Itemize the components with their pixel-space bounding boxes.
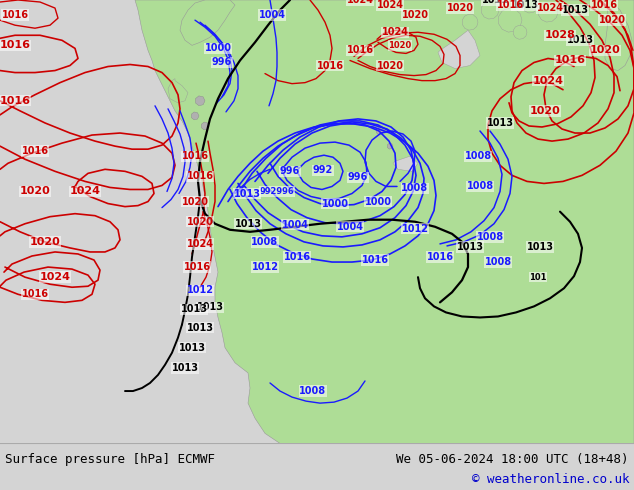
- Text: 1013: 1013: [179, 343, 205, 353]
- Text: 1011: 1011: [481, 0, 508, 5]
- Text: 1016: 1016: [183, 262, 210, 272]
- Polygon shape: [377, 127, 384, 135]
- Text: 1016: 1016: [496, 0, 524, 10]
- Text: 1020: 1020: [598, 15, 626, 25]
- Text: 1024: 1024: [39, 272, 70, 282]
- Text: 1008: 1008: [465, 151, 491, 161]
- Text: Surface pressure [hPa] ECMWF: Surface pressure [hPa] ECMWF: [5, 453, 215, 466]
- Text: 1013: 1013: [186, 322, 214, 333]
- Text: 1020: 1020: [377, 60, 403, 71]
- Text: 1016: 1016: [181, 151, 209, 161]
- Text: 1020: 1020: [529, 106, 560, 116]
- Text: © weatheronline.co.uk: © weatheronline.co.uk: [472, 473, 629, 487]
- Polygon shape: [180, 0, 235, 46]
- Polygon shape: [168, 78, 188, 103]
- Text: 1020: 1020: [186, 217, 214, 227]
- Polygon shape: [202, 122, 209, 130]
- Text: 1000: 1000: [365, 196, 392, 207]
- Text: 1008: 1008: [484, 257, 512, 267]
- Text: 1013: 1013: [233, 189, 261, 198]
- Text: 1020: 1020: [446, 3, 474, 13]
- Point: [0, 486, 5, 490]
- Text: 1013: 1013: [181, 304, 207, 315]
- Text: 1024: 1024: [186, 239, 214, 249]
- Text: 1016: 1016: [1, 10, 29, 20]
- Polygon shape: [135, 0, 634, 443]
- Text: 1013: 1013: [197, 302, 224, 313]
- Text: 1013: 1013: [567, 35, 593, 45]
- Text: 1008: 1008: [299, 386, 327, 396]
- Text: 1013: 1013: [456, 242, 484, 252]
- Text: 1016: 1016: [22, 146, 48, 156]
- Polygon shape: [481, 1, 499, 19]
- Text: 1024: 1024: [70, 187, 101, 196]
- Text: 1016: 1016: [316, 60, 344, 71]
- Text: 1016: 1016: [22, 289, 48, 299]
- Polygon shape: [522, 0, 538, 13]
- Point: [0, 486, 4, 490]
- Polygon shape: [514, 25, 527, 39]
- Text: 1008: 1008: [252, 237, 278, 247]
- Text: 1000: 1000: [205, 44, 231, 53]
- Text: 1004: 1004: [281, 220, 309, 230]
- Text: 1012: 1012: [186, 285, 214, 295]
- Text: We 05-06-2024 18:00 UTC (18+48): We 05-06-2024 18:00 UTC (18+48): [396, 453, 629, 466]
- Text: 1016: 1016: [186, 172, 214, 181]
- Text: 1024: 1024: [377, 0, 403, 10]
- Text: 1020: 1020: [20, 187, 50, 196]
- Polygon shape: [605, 0, 632, 71]
- Text: 1013: 1013: [526, 242, 553, 252]
- Text: 1004: 1004: [337, 222, 363, 232]
- Text: 1008: 1008: [401, 183, 429, 194]
- Text: 1004: 1004: [259, 10, 285, 20]
- Text: 1016: 1016: [361, 255, 389, 265]
- Text: 1013: 1013: [486, 118, 514, 128]
- Text: 992996: 992996: [260, 187, 294, 196]
- Text: 1020: 1020: [389, 41, 411, 50]
- Text: 1024: 1024: [382, 27, 408, 37]
- Text: 1016: 1016: [427, 252, 453, 262]
- Text: 996: 996: [212, 57, 232, 68]
- Polygon shape: [387, 143, 393, 149]
- Polygon shape: [191, 112, 199, 120]
- Text: 1008: 1008: [467, 181, 493, 192]
- Text: 1012: 1012: [401, 224, 429, 234]
- Text: 1020: 1020: [401, 10, 429, 20]
- Text: 992: 992: [313, 165, 333, 175]
- Text: 1024: 1024: [347, 0, 373, 5]
- Polygon shape: [462, 14, 478, 30]
- Polygon shape: [538, 2, 558, 22]
- Polygon shape: [195, 96, 205, 106]
- Text: 1012: 1012: [252, 262, 278, 272]
- Text: 1028: 1028: [545, 30, 576, 40]
- Text: 1013: 1013: [235, 219, 261, 229]
- Text: 1013: 1013: [512, 0, 538, 10]
- Text: 996: 996: [280, 166, 300, 176]
- Text: 1013: 1013: [562, 5, 588, 15]
- Text: 1016: 1016: [283, 252, 311, 262]
- Text: 1024: 1024: [536, 3, 564, 13]
- Polygon shape: [393, 156, 418, 172]
- Text: 1016: 1016: [0, 40, 30, 50]
- Text: 1016: 1016: [590, 0, 618, 10]
- Text: 101: 101: [529, 272, 547, 282]
- Polygon shape: [438, 30, 480, 69]
- Text: 996: 996: [348, 172, 368, 182]
- Text: 1016: 1016: [555, 55, 586, 66]
- Polygon shape: [498, 8, 522, 32]
- Text: 1000: 1000: [321, 198, 349, 209]
- Text: 1008: 1008: [476, 232, 503, 242]
- Text: 1016: 1016: [0, 96, 30, 106]
- Text: 1020: 1020: [30, 237, 60, 247]
- Text: 1020: 1020: [181, 196, 209, 207]
- Text: 1024: 1024: [533, 75, 564, 86]
- Text: 1013: 1013: [172, 363, 198, 373]
- Text: 1020: 1020: [590, 46, 621, 55]
- Text: 1016: 1016: [347, 46, 373, 55]
